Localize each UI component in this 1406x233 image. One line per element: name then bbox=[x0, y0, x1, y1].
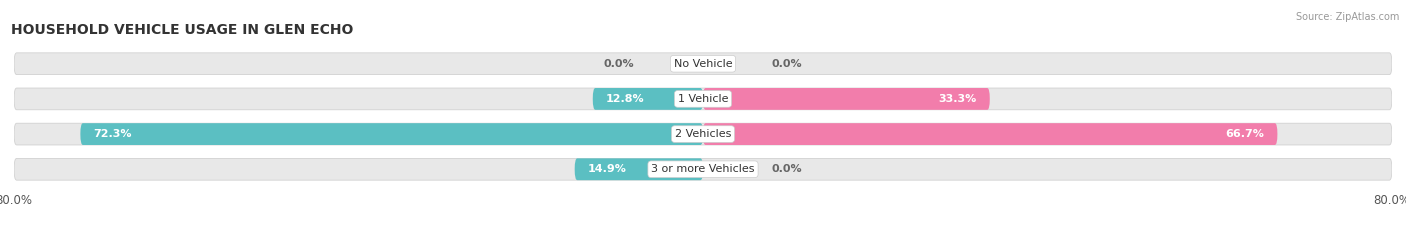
Text: Source: ZipAtlas.com: Source: ZipAtlas.com bbox=[1295, 12, 1399, 22]
FancyBboxPatch shape bbox=[593, 88, 703, 110]
Text: 66.7%: 66.7% bbox=[1226, 129, 1264, 139]
Text: 0.0%: 0.0% bbox=[772, 164, 803, 174]
FancyBboxPatch shape bbox=[703, 123, 1278, 145]
FancyBboxPatch shape bbox=[14, 123, 1392, 145]
Text: 0.0%: 0.0% bbox=[772, 59, 803, 69]
FancyBboxPatch shape bbox=[575, 158, 703, 180]
FancyBboxPatch shape bbox=[14, 53, 1392, 75]
FancyBboxPatch shape bbox=[703, 88, 990, 110]
FancyBboxPatch shape bbox=[14, 88, 1392, 110]
Text: 3 or more Vehicles: 3 or more Vehicles bbox=[651, 164, 755, 174]
Text: 0.0%: 0.0% bbox=[603, 59, 634, 69]
Text: HOUSEHOLD VEHICLE USAGE IN GLEN ECHO: HOUSEHOLD VEHICLE USAGE IN GLEN ECHO bbox=[11, 23, 354, 37]
Text: 12.8%: 12.8% bbox=[606, 94, 644, 104]
Text: 14.9%: 14.9% bbox=[588, 164, 627, 174]
FancyBboxPatch shape bbox=[80, 123, 703, 145]
FancyBboxPatch shape bbox=[14, 158, 1392, 180]
Text: No Vehicle: No Vehicle bbox=[673, 59, 733, 69]
Text: 33.3%: 33.3% bbox=[939, 94, 977, 104]
Text: 2 Vehicles: 2 Vehicles bbox=[675, 129, 731, 139]
Text: 1 Vehicle: 1 Vehicle bbox=[678, 94, 728, 104]
Text: 72.3%: 72.3% bbox=[93, 129, 132, 139]
